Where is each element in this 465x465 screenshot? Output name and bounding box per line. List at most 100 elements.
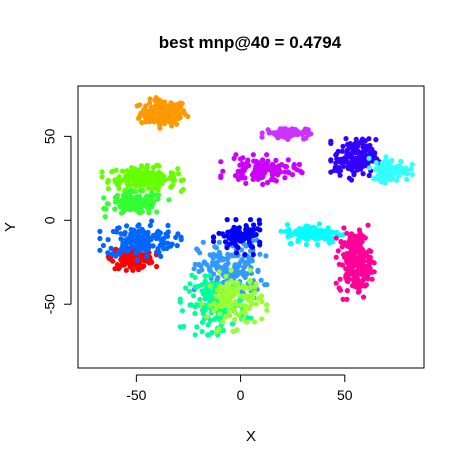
data-point	[344, 251, 350, 257]
data-point	[258, 277, 264, 283]
data-point	[259, 130, 265, 136]
data-point	[339, 148, 345, 154]
data-point	[191, 266, 197, 272]
data-point	[259, 316, 265, 322]
data-point	[224, 280, 230, 286]
data-point	[119, 168, 126, 174]
data-point	[141, 245, 147, 251]
data-point	[331, 167, 337, 173]
data-point	[231, 280, 237, 286]
data-point	[129, 165, 135, 171]
data-point	[233, 217, 239, 223]
data-point	[231, 155, 237, 161]
data-point	[249, 258, 255, 264]
data-point	[110, 168, 116, 174]
data-point	[272, 164, 278, 170]
data-point	[264, 179, 271, 186]
data-point	[328, 157, 334, 163]
data-point	[218, 256, 224, 262]
data-point	[383, 154, 389, 160]
data-point	[161, 246, 167, 252]
data-point	[305, 236, 311, 242]
data-point	[170, 174, 177, 180]
data-point	[356, 227, 362, 233]
data-point	[141, 231, 148, 237]
data-point	[165, 229, 171, 235]
data-point	[156, 163, 162, 169]
data-point	[259, 299, 265, 305]
data-point	[257, 227, 263, 233]
data-point	[389, 157, 395, 164]
data-point	[325, 225, 331, 231]
data-point	[372, 150, 378, 156]
data-point	[363, 282, 369, 288]
data-point	[196, 261, 202, 268]
data-point	[228, 228, 234, 234]
data-point	[182, 111, 188, 117]
data-point	[294, 229, 300, 235]
data-point	[144, 253, 150, 260]
data-point	[134, 257, 140, 263]
data-point	[231, 301, 237, 307]
data-point	[105, 186, 111, 192]
data-point	[104, 201, 110, 207]
x-axis-label: X	[246, 428, 256, 445]
data-point	[222, 239, 229, 245]
data-point	[257, 221, 263, 227]
data-point	[199, 288, 205, 294]
data-point	[143, 103, 149, 109]
data-point	[360, 294, 367, 300]
x-tick-label: 50	[337, 387, 353, 403]
data-point	[285, 169, 291, 175]
data-point	[244, 319, 250, 325]
data-point	[163, 177, 169, 183]
data-point	[318, 229, 324, 235]
data-point	[218, 296, 224, 302]
data-point	[147, 100, 153, 106]
data-point	[244, 160, 250, 166]
data-point	[253, 301, 259, 307]
x-tick-label: -50	[126, 387, 146, 403]
data-point	[362, 138, 368, 144]
data-point	[199, 329, 205, 335]
data-point	[232, 173, 239, 179]
data-point	[284, 222, 290, 228]
data-point	[211, 307, 217, 313]
data-point	[249, 172, 255, 178]
data-point	[207, 303, 213, 309]
data-point	[218, 174, 224, 181]
data-point	[228, 267, 234, 273]
data-point	[197, 296, 203, 302]
data-point	[149, 186, 155, 192]
data-point	[348, 257, 354, 263]
data-point	[353, 235, 359, 241]
data-point	[207, 252, 213, 258]
data-point	[159, 114, 165, 120]
data-point	[366, 172, 372, 179]
data-point	[236, 229, 242, 235]
data-point	[273, 157, 279, 163]
data-point	[295, 237, 301, 243]
data-point	[409, 171, 415, 178]
data-point	[252, 284, 258, 290]
data-point	[142, 170, 148, 176]
plot-frame	[77, 85, 425, 369]
data-point	[371, 260, 377, 266]
data-point	[175, 171, 182, 177]
data-point	[350, 244, 356, 251]
data-point	[192, 304, 198, 310]
data-point	[130, 267, 136, 273]
data-point	[344, 230, 350, 236]
data-point	[265, 165, 271, 171]
point-cluster-2	[101, 187, 172, 220]
data-point	[149, 218, 155, 224]
data-point	[105, 250, 111, 256]
data-point	[257, 242, 263, 248]
data-point	[131, 238, 137, 244]
data-point	[205, 332, 211, 338]
data-point	[255, 176, 261, 182]
data-point	[154, 263, 160, 270]
data-point	[315, 242, 321, 248]
data-point	[97, 235, 103, 242]
data-point	[296, 161, 302, 168]
